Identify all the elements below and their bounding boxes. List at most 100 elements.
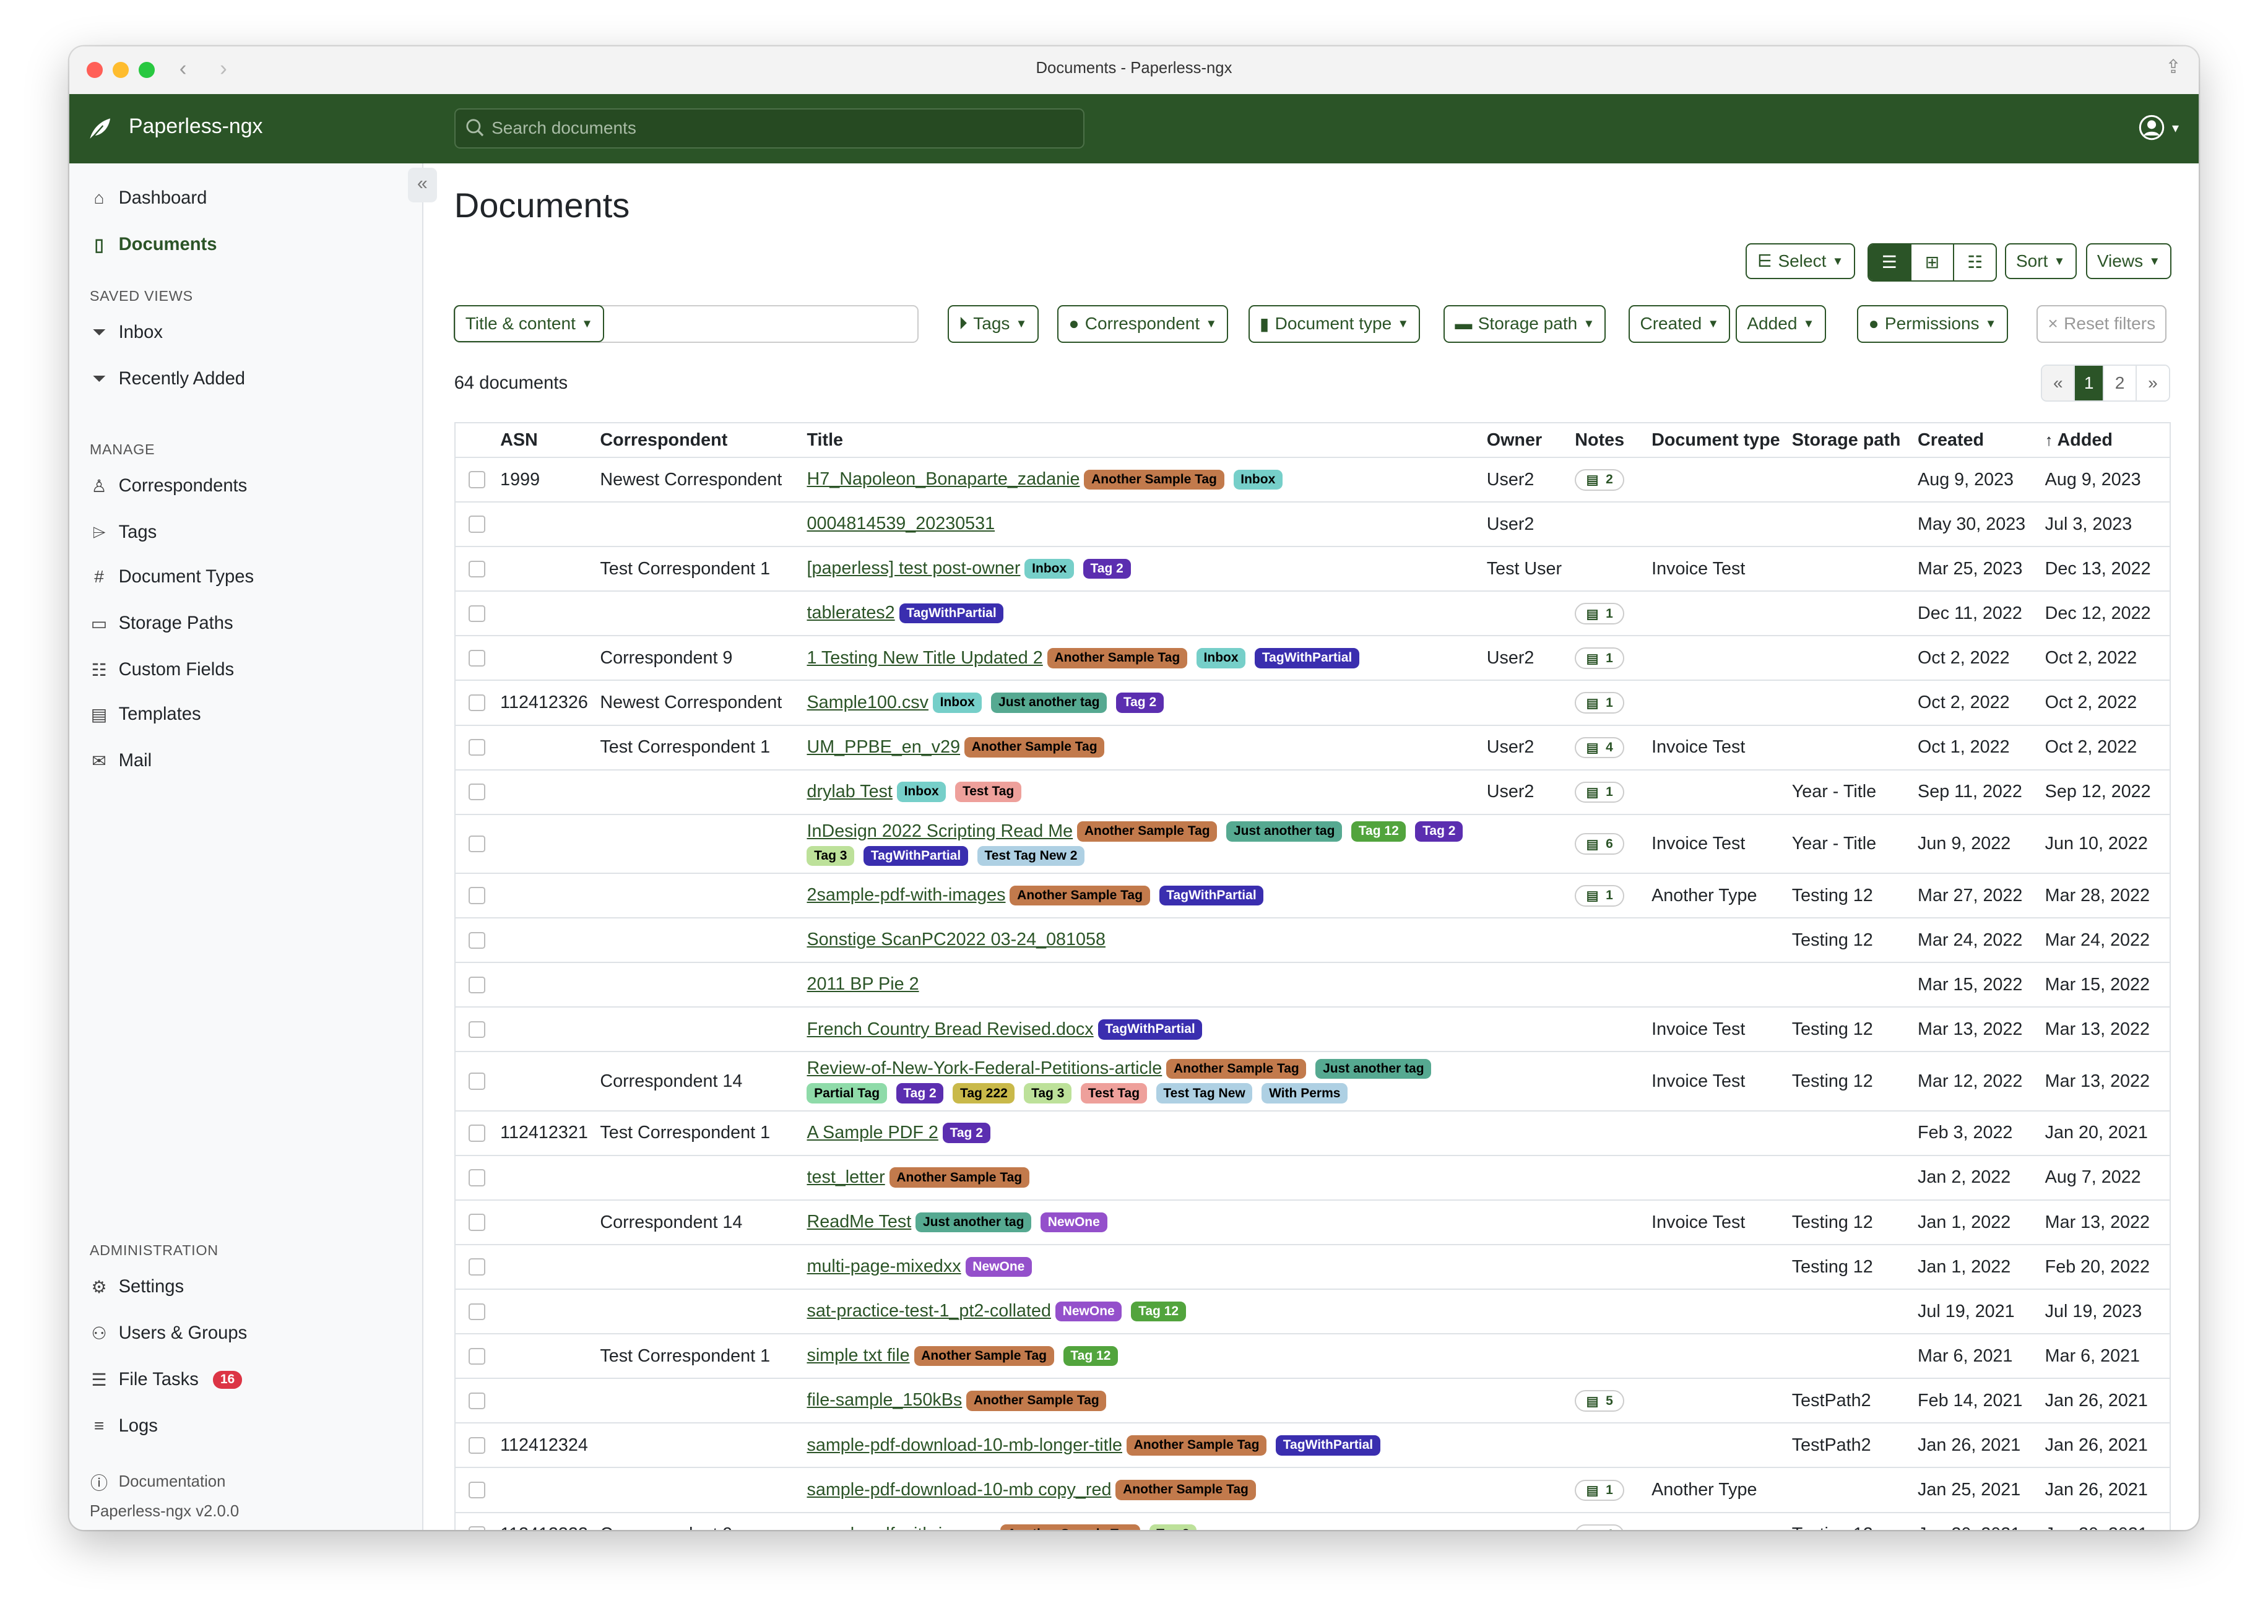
- added-filter-button[interactable]: Added ▼: [1736, 305, 1826, 343]
- tag-badge[interactable]: Inbox: [932, 692, 982, 713]
- column-header-title[interactable]: Title: [803, 423, 1484, 459]
- document-title-link[interactable]: A Sample PDF 2: [807, 1123, 938, 1143]
- document-title-link[interactable]: UM_PPBE_en_v29: [807, 736, 961, 757]
- tag-badge[interactable]: Another Sample Tag: [1047, 647, 1187, 668]
- document-title-link[interactable]: 1 Testing New Title Updated 2: [807, 647, 1043, 668]
- sidebar-item-document-types[interactable]: # Document Types: [90, 567, 254, 587]
- table-row[interactable]: sample-pdf-download-10-mb copy_red Anothe…: [455, 1467, 2170, 1513]
- document-title-link[interactable]: 0004814539_20230531: [807, 514, 995, 534]
- sidebar-item-custom-fields[interactable]: ☷ Custom Fields: [90, 660, 234, 680]
- text-filter-mode-dropdown[interactable]: Title & content ▼: [454, 304, 605, 343]
- document-title-link[interactable]: ReadMe Test: [807, 1212, 912, 1232]
- notes-badge[interactable]: ▤ 5: [1575, 1390, 1625, 1412]
- row-checkbox[interactable]: [468, 694, 486, 712]
- document-type-filter-button[interactable]: ▮ Document type ▼: [1248, 305, 1421, 343]
- sidebar-item-mail[interactable]: ✉ Mail: [90, 751, 152, 771]
- tag-badge[interactable]: Test Tag: [955, 782, 1021, 802]
- maximize-window-button[interactable]: [139, 62, 155, 79]
- sidebar-item-tags[interactable]: ⌲ Tags: [90, 522, 157, 543]
- minimize-window-button[interactable]: [113, 62, 129, 79]
- table-row[interactable]: test_letter Another Sample Tag Jan 2, 202…: [455, 1155, 2170, 1201]
- tag-badge[interactable]: Just another tag: [1226, 821, 1343, 842]
- document-title-link[interactable]: Sample100.csv: [807, 692, 928, 712]
- document-title-link[interactable]: French Country Bread Revised.docx: [807, 1019, 1094, 1039]
- tag-badge[interactable]: Tag 2: [1415, 821, 1463, 842]
- table-row[interactable]: tablerates2 TagWithPartial ▤ 1 Dec 11, 2022…: [455, 591, 2170, 637]
- table-view-button[interactable]: ☰: [1868, 244, 1910, 280]
- tag-badge[interactable]: Tag 3: [1149, 1524, 1197, 1531]
- table-row[interactable]: Correspondent 14 ReadMe Test Just another …: [455, 1200, 2170, 1246]
- pagination-page-2[interactable]: 2: [2102, 365, 2136, 400]
- sidebar-item-users-groups[interactable]: ⚇ Users & Groups: [90, 1323, 247, 1344]
- sidebar-item-file-tasks[interactable]: ☰ File Tasks 16: [90, 1370, 242, 1390]
- row-checkbox[interactable]: [468, 1073, 486, 1090]
- row-checkbox[interactable]: [468, 605, 486, 622]
- column-header-document-type[interactable]: Document type: [1648, 423, 1790, 459]
- text-filter-input[interactable]: Title & content ▼: [454, 304, 919, 343]
- sidebar-item-correspondents[interactable]: ♙ Correspondents: [90, 476, 247, 496]
- notes-badge[interactable]: ▤ 1: [1575, 885, 1625, 907]
- tag-badge[interactable]: Tag 2: [1116, 692, 1164, 713]
- row-checkbox[interactable]: [468, 1392, 486, 1410]
- brand-name[interactable]: Paperless-ngx: [128, 114, 263, 138]
- row-checkbox[interactable]: [468, 738, 486, 756]
- tag-badge[interactable]: Another Sample Tag: [914, 1345, 1054, 1367]
- row-checkbox[interactable]: [468, 1125, 486, 1142]
- tag-badge[interactable]: Another Sample Tag: [889, 1167, 1029, 1188]
- document-title-link[interactable]: drylab Test: [807, 781, 893, 801]
- table-row[interactable]: Sonstige ScanPC2022 03-24_081058 Testing …: [455, 918, 2170, 964]
- sidebar-item-recently-added[interactable]: ⏷ Recently Added: [90, 369, 245, 389]
- tag-badge[interactable]: TagWithPartial: [899, 603, 1004, 624]
- document-title-link[interactable]: sample-pdf-with-images: [807, 1524, 995, 1531]
- document-title-link[interactable]: simple txt file: [807, 1345, 910, 1366]
- close-window-button[interactable]: [87, 62, 103, 79]
- table-row[interactable]: 112412322Correspondent 9sample-pdf-with-…: [455, 1512, 2170, 1531]
- tag-badge[interactable]: Tag 3: [807, 845, 855, 866]
- notes-badge[interactable]: ▤4: [1575, 1524, 1625, 1531]
- row-checkbox[interactable]: [468, 783, 486, 801]
- tag-badge[interactable]: Another Sample Tag: [1166, 1058, 1307, 1079]
- column-header-created[interactable]: Created: [1915, 423, 2042, 459]
- document-title-link[interactable]: H7_Napoleon_Bonaparte_zadanie: [807, 469, 1080, 490]
- tag-badge[interactable]: TagWithPartial: [1276, 1435, 1380, 1456]
- tag-badge[interactable]: Tag 3: [1024, 1083, 1072, 1104]
- tag-badge[interactable]: Just another tag: [991, 692, 1107, 713]
- document-title-link[interactable]: file-sample_150kBs: [807, 1390, 963, 1410]
- reset-filters-button[interactable]: × Reset filters: [2036, 305, 2167, 343]
- tag-badge[interactable]: Another Sample Tag: [1126, 1435, 1267, 1456]
- table-row[interactable]: multi-page-mixedxx NewOne Testing 12 Jan 1…: [455, 1245, 2170, 1290]
- tag-badge[interactable]: Test Tag New: [1156, 1083, 1253, 1104]
- tag-badge[interactable]: NewOne: [965, 1256, 1032, 1277]
- documentation-link[interactable]: ⓘ Documentation: [90, 1469, 225, 1495]
- document-title-link[interactable]: sat-practice-test-1_pt2-collated: [807, 1301, 1051, 1321]
- notes-badge[interactable]: ▤ 1: [1575, 1479, 1625, 1501]
- row-checkbox[interactable]: [468, 931, 486, 949]
- tag-badge[interactable]: TagWithPartial: [1097, 1019, 1203, 1040]
- back-icon[interactable]: ‹: [179, 56, 187, 81]
- table-row[interactable]: Test Correspondent 1 UM_PPBE_en_v29 Anothe…: [455, 725, 2170, 771]
- notes-badge[interactable]: ▤4: [1575, 736, 1625, 759]
- column-header-correspondent[interactable]: Correspondent: [597, 423, 804, 459]
- column-header-added[interactable]: ↑ Added: [2042, 423, 2170, 459]
- correspondent-filter-button[interactable]: ● Correspondent ▼: [1057, 305, 1229, 343]
- search-input[interactable]: Search documents: [454, 108, 1084, 149]
- notes-badge[interactable]: ▤ 1: [1575, 603, 1625, 624]
- tag-badge[interactable]: Inbox: [1196, 647, 1246, 668]
- row-checkbox[interactable]: [468, 1481, 486, 1499]
- table-row[interactable]: 2sample-pdf-with-images Another Sample Ta…: [455, 873, 2170, 919]
- tag-badge[interactable]: Just another tag: [1315, 1058, 1432, 1079]
- tag-badge[interactable]: Tag 12: [1351, 821, 1406, 842]
- document-title-link[interactable]: InDesign 2022 Scripting Read Me: [807, 821, 1073, 841]
- permissions-filter-button[interactable]: ● Permissions ▼: [1857, 305, 2008, 343]
- pagination-next[interactable]: »: [2136, 365, 2169, 400]
- tag-badge[interactable]: Partial Tag: [807, 1083, 887, 1104]
- tag-badge[interactable]: With Perms: [1262, 1083, 1348, 1104]
- tag-badge[interactable]: Tag 12: [1131, 1301, 1186, 1322]
- tag-badge[interactable]: Inbox: [1233, 469, 1283, 490]
- table-row[interactable]: 2011 BP Pie 2 Mar 15, 2022 Mar 15, 2022: [455, 962, 2170, 1008]
- collapse-sidebar-button[interactable]: «: [407, 168, 437, 203]
- tag-badge[interactable]: Tag 2: [896, 1083, 944, 1104]
- table-row[interactable]: drylab Test Inbox Test Tag User2 ▤ 1 Year - …: [455, 769, 2170, 815]
